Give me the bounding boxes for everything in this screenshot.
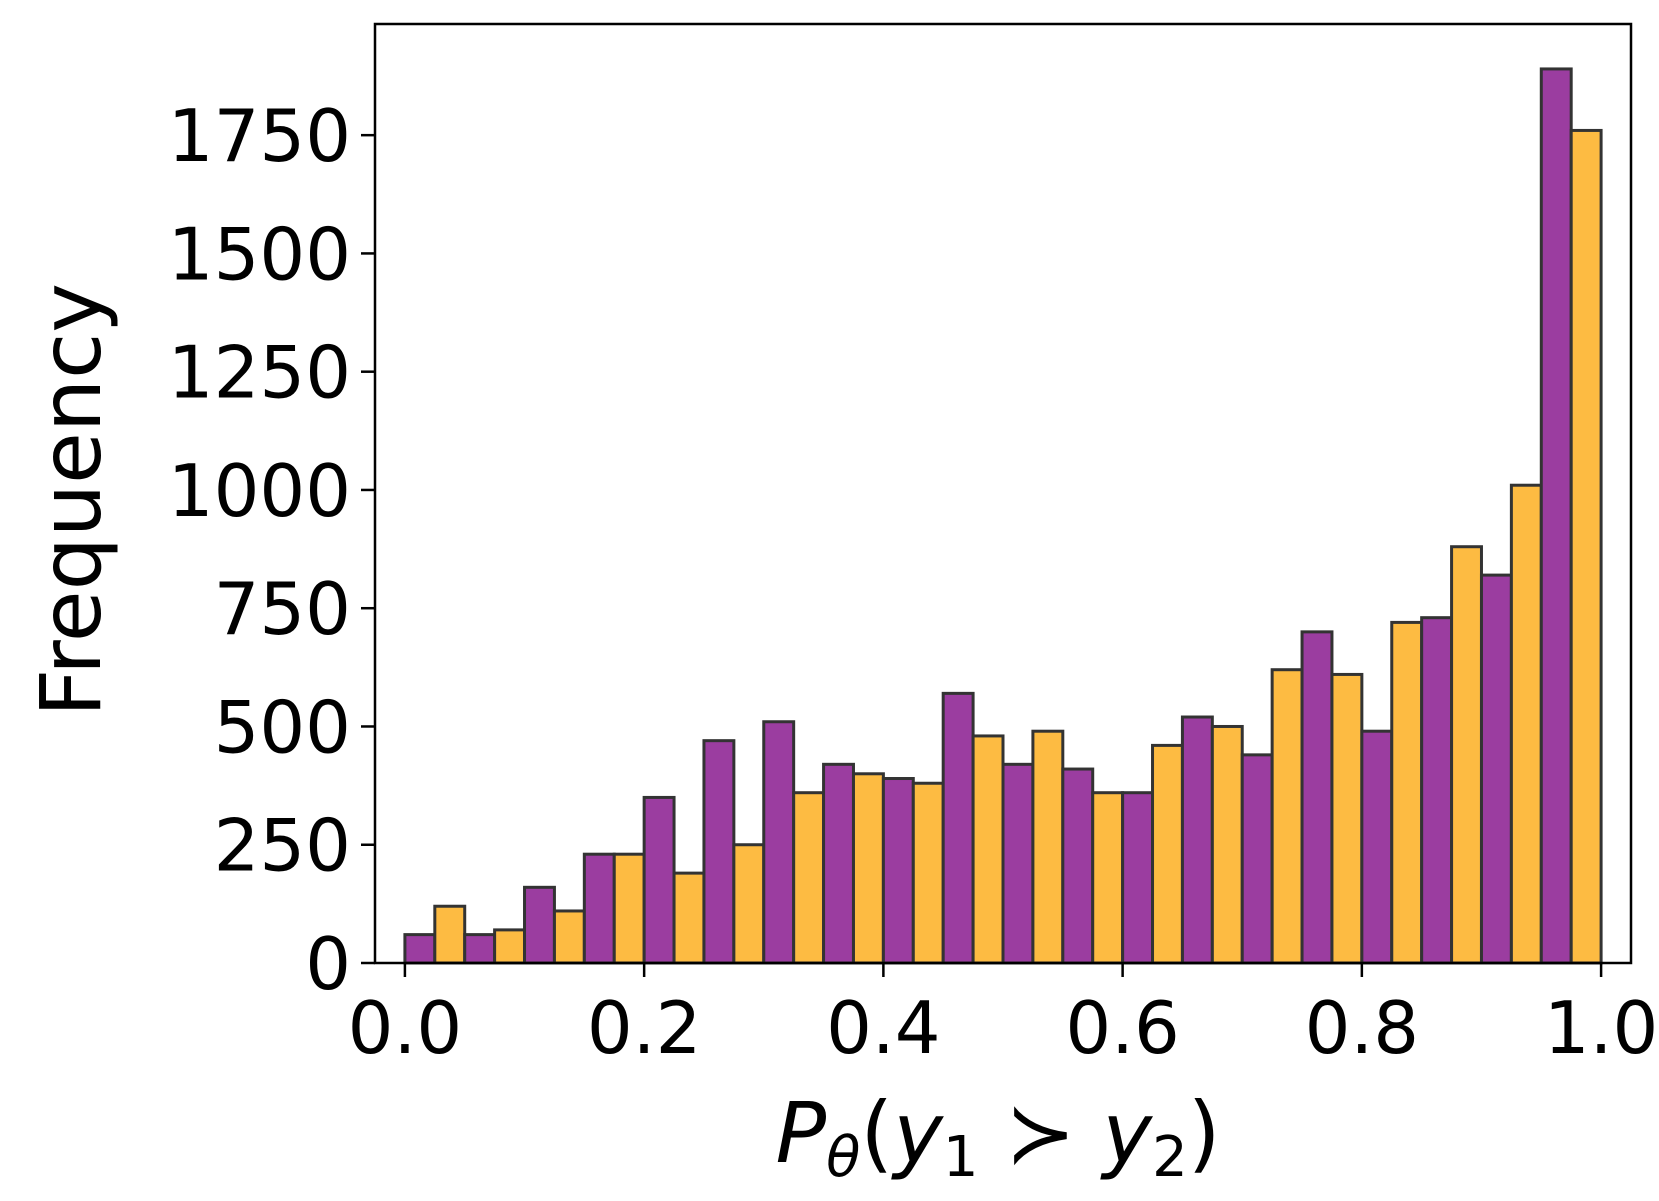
histogram-bar-8	[642, 795, 676, 965]
histogram-bar-36	[1479, 573, 1513, 965]
histogram-bar-19	[971, 734, 1005, 965]
histogram-bar-25	[1151, 743, 1184, 965]
x-label-sub1: 1	[943, 1125, 979, 1190]
histogram-bar-30	[1300, 630, 1334, 965]
x-axis-label: Pθ(y1 ≻ y2)	[776, 1084, 1221, 1190]
histogram-bar-10	[702, 739, 736, 965]
histogram-bar-38	[1539, 67, 1573, 965]
x-label-p: P	[776, 1084, 827, 1182]
histogram-bar-31	[1330, 672, 1364, 965]
histogram-bar-20	[1001, 762, 1035, 965]
histogram-bar-21	[1031, 729, 1065, 965]
histogram-bar-3	[493, 928, 527, 965]
histogram-bar-24	[1121, 791, 1155, 965]
histogram-bar-15	[851, 772, 885, 965]
x-label-y1: y	[890, 1084, 944, 1182]
x-label-succ: ≻	[979, 1084, 1103, 1182]
histogram-bar-37	[1509, 483, 1543, 965]
histogram-bar-7	[612, 852, 646, 965]
histogram-bar-2	[463, 933, 497, 965]
histogram-bar-18	[941, 691, 975, 965]
x-label-y2: y	[1099, 1084, 1153, 1182]
y-tick-label: 1750	[168, 94, 351, 178]
histogram-bar-13	[792, 791, 826, 965]
y-tick-label: 1000	[168, 449, 351, 533]
x-tick-label: 0.6	[1065, 986, 1180, 1070]
histogram-bar-28	[1240, 753, 1274, 965]
x-label-close-paren: )	[1188, 1084, 1221, 1182]
x-tick-label: 0.2	[587, 986, 702, 1070]
histogram-bar-5	[552, 909, 586, 965]
histogram-bar-16	[881, 777, 915, 965]
x-tick-label: 0.0	[348, 986, 463, 1070]
x-tick-label: 0.4	[826, 986, 941, 1070]
bars-group	[403, 67, 1603, 965]
x-label-sub2: 2	[1152, 1125, 1188, 1190]
y-tick-label: 1250	[168, 331, 351, 415]
histogram-bar-33	[1390, 620, 1424, 965]
x-axis-ticks: 0.0 0.2 0.4 0.6 0.8 1.0	[348, 963, 1659, 1070]
histogram-bar-22	[1061, 767, 1095, 965]
y-axis-ticks: 0 250 500 750 1000 1250 1500 1750	[168, 94, 375, 1006]
plot-frame	[373, 22, 1633, 965]
x-tick-label: 1.0	[1544, 986, 1659, 1070]
histogram-bar-1	[433, 904, 467, 965]
histogram-bar-26	[1180, 715, 1214, 965]
histogram-bar-39	[1569, 128, 1603, 965]
y-tick-label: 0	[305, 922, 351, 1006]
x-tick-label: 0.8	[1305, 986, 1420, 1070]
histogram-bar-14	[822, 762, 855, 965]
histogram-bar-32	[1360, 729, 1394, 965]
y-axis-label: Frequency	[22, 283, 120, 717]
histogram-bar-0	[403, 933, 437, 965]
y-tick-label: 250	[214, 804, 351, 888]
histogram-bar-29	[1270, 668, 1304, 965]
histogram-bar-11	[732, 843, 766, 965]
histogram-bar-12	[762, 720, 796, 965]
histogram-bar-6	[582, 852, 616, 965]
x-label-theta: θ	[826, 1125, 860, 1190]
histogram-bar-34	[1420, 616, 1454, 965]
histogram-bar-23	[1091, 791, 1125, 965]
x-label-open-paren: (	[860, 1084, 893, 1182]
histogram-bar-35	[1450, 545, 1483, 965]
histogram-bar-4	[523, 885, 556, 965]
y-tick-label: 750	[214, 567, 351, 651]
histogram-bar-17	[911, 781, 945, 965]
y-tick-label: 1500	[168, 212, 351, 296]
y-tick-label: 500	[214, 685, 351, 769]
histogram-bar-9	[672, 871, 706, 965]
histogram-bar-27	[1210, 724, 1244, 965]
